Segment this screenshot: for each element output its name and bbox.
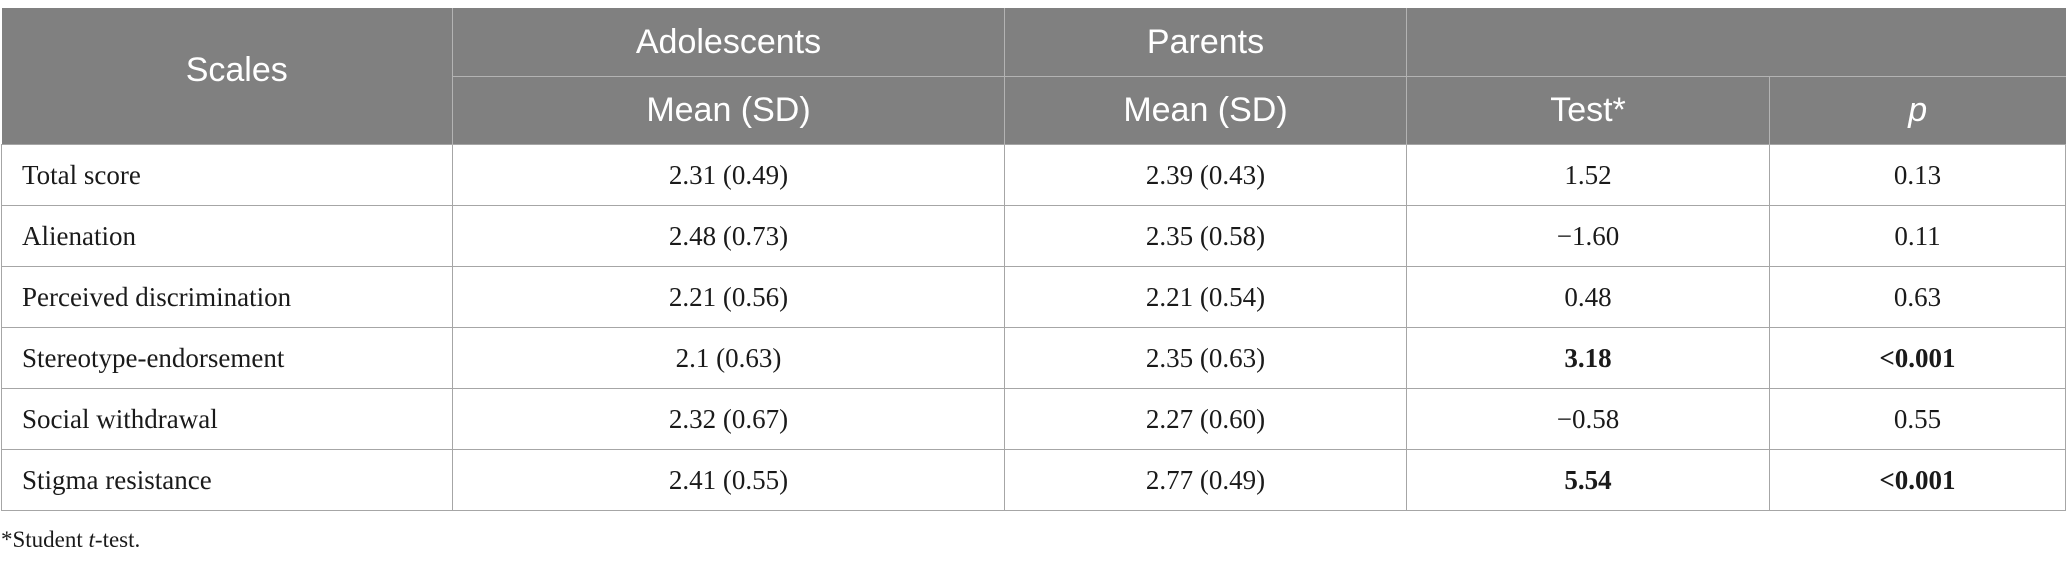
- header-p-label: p: [1908, 91, 1928, 129]
- cell-adolescents: 2.31 (0.49): [452, 144, 1005, 206]
- cell-adolescents: 2.32 (0.67): [452, 388, 1005, 450]
- cell-scale: Total score: [1, 144, 453, 206]
- table-row: Alienation 2.48 (0.73) 2.35 (0.58) −1.60…: [1, 205, 2066, 267]
- cell-test: 1.52: [1406, 144, 1770, 206]
- cell-scale: Stereotype-endorsement: [1, 327, 453, 389]
- header-parents: Parents: [1004, 8, 1407, 77]
- cell-p: <0.001: [1769, 449, 2066, 511]
- results-table-container: Scales Adolescents Parents Mean (SD) Mea…: [1, 8, 2066, 511]
- table-body: Total score 2.31 (0.49) 2.39 (0.43) 1.52…: [1, 144, 2066, 511]
- cell-parents: 2.27 (0.60): [1004, 388, 1407, 450]
- cell-scale: Stigma resistance: [1, 449, 453, 511]
- footnote-suffix: -test.: [94, 527, 141, 552]
- header-row-bottom: Mean (SD) Mean (SD) Test* p: [2, 76, 2066, 145]
- cell-test: −0.58: [1406, 388, 1770, 450]
- table-row: Perceived discrimination 2.21 (0.56) 2.2…: [1, 266, 2066, 328]
- header-parents-mean-sd: Mean (SD): [1004, 76, 1407, 145]
- cell-scale: Social withdrawal: [1, 388, 453, 450]
- footnote-italic: t: [88, 527, 95, 552]
- cell-adolescents: 2.21 (0.56): [452, 266, 1005, 328]
- cell-adolescents: 2.41 (0.55): [452, 449, 1005, 511]
- cell-test: −1.60: [1406, 205, 1770, 267]
- header-test: Test*: [1406, 76, 1770, 145]
- table-row: Stereotype-endorsement 2.1 (0.63) 2.35 (…: [1, 327, 2066, 389]
- cell-scale: Perceived discrimination: [1, 266, 453, 328]
- cell-test: 0.48: [1406, 266, 1770, 328]
- cell-test: 3.18: [1406, 327, 1770, 389]
- cell-p: 0.63: [1769, 266, 2066, 328]
- cell-adolescents: 2.1 (0.63): [452, 327, 1005, 389]
- cell-p: 0.55: [1769, 388, 2066, 450]
- cell-p: 0.11: [1769, 205, 2066, 267]
- results-table: Scales Adolescents Parents Mean (SD) Mea…: [1, 8, 2066, 511]
- header-row-top: Scales Adolescents Parents: [1, 8, 2066, 145]
- cell-parents: 2.21 (0.54): [1004, 266, 1407, 328]
- header-adolescents: Adolescents: [452, 8, 1005, 77]
- header-p: p: [1769, 76, 2066, 145]
- cell-p: <0.001: [1769, 327, 2066, 389]
- cell-test: 5.54: [1406, 449, 1770, 511]
- header-blank: [1406, 8, 2066, 77]
- header-adolescents-mean-sd: Mean (SD): [452, 76, 1005, 145]
- table-row: Total score 2.31 (0.49) 2.39 (0.43) 1.52…: [1, 144, 2066, 206]
- cell-parents: 2.35 (0.63): [1004, 327, 1407, 389]
- table-row: Stigma resistance 2.41 (0.55) 2.77 (0.49…: [1, 449, 2066, 511]
- cell-parents: 2.39 (0.43): [1004, 144, 1407, 206]
- header-scales: Scales: [1, 8, 453, 145]
- cell-scale: Alienation: [1, 205, 453, 267]
- cell-adolescents: 2.48 (0.73): [452, 205, 1005, 267]
- table-footnote: *Student t-test.: [1, 527, 140, 553]
- cell-p: 0.13: [1769, 144, 2066, 206]
- footnote-prefix: *Student: [1, 527, 89, 552]
- cell-parents: 2.35 (0.58): [1004, 205, 1407, 267]
- table-row: Social withdrawal 2.32 (0.67) 2.27 (0.60…: [1, 388, 2066, 450]
- table-header: Scales Adolescents Parents Mean (SD) Mea…: [1, 8, 2066, 145]
- cell-parents: 2.77 (0.49): [1004, 449, 1407, 511]
